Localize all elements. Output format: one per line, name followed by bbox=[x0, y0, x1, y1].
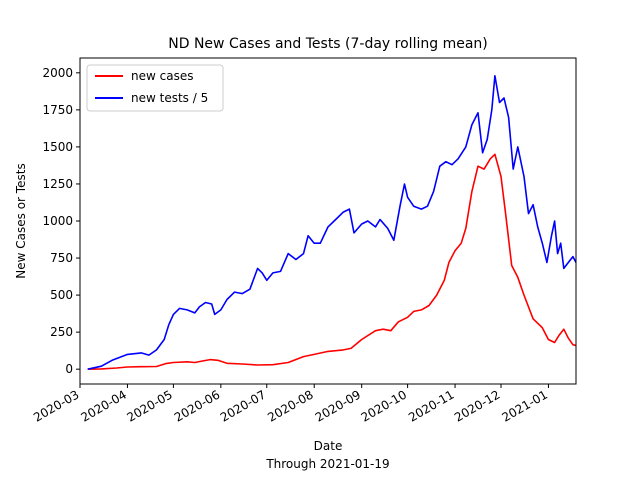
y-tick-label: 1000 bbox=[42, 214, 73, 228]
y-tick-label: 1250 bbox=[42, 177, 73, 191]
y-tick-label: 1500 bbox=[42, 140, 73, 154]
x-axis-sublabel: Through 2021-01-19 bbox=[265, 457, 389, 471]
y-tick-label: 0 bbox=[65, 362, 73, 376]
plot-area bbox=[87, 75, 577, 370]
y-tick-label: 1750 bbox=[42, 103, 73, 117]
y-tick-label: 250 bbox=[50, 325, 73, 339]
y-tick-label: 750 bbox=[50, 251, 73, 265]
y-axis: 0 250 500 750 1000 1250 1500 1750 2000 bbox=[42, 66, 80, 376]
x-axis-label: Date bbox=[314, 439, 343, 453]
legend: new cases new tests / 5 bbox=[86, 64, 224, 112]
y-tick-label: 2000 bbox=[42, 66, 73, 80]
y-axis-label: New Cases or Tests bbox=[14, 163, 28, 278]
legend-label-new-cases: new cases bbox=[131, 69, 193, 83]
series-line-0 bbox=[87, 153, 577, 370]
chart-title: ND New Cases and Tests (7-day rolling me… bbox=[168, 36, 487, 52]
y-tick-label: 500 bbox=[50, 288, 73, 302]
legend-label-new-tests: new tests / 5 bbox=[131, 91, 208, 105]
series-line-1 bbox=[87, 75, 577, 370]
